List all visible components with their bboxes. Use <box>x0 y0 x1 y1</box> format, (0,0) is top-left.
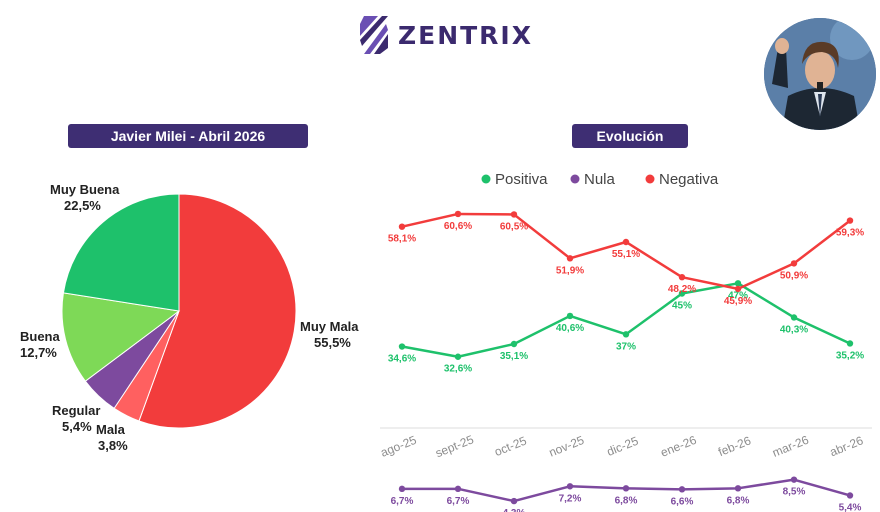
pie-label-mala: Mala <box>96 422 126 437</box>
label-negativa-mar-26: 50,9% <box>780 270 808 281</box>
point-positiva-abr-26 <box>846 340 854 347</box>
label-nula-nov-25: 7,2% <box>559 493 582 504</box>
label-nula-oct-25: 4,3% <box>503 508 526 512</box>
x-tick-mar-26: mar-26 <box>770 433 811 460</box>
point-negativa-abr-26 <box>846 217 854 224</box>
label-nula-dic-25: 6,8% <box>615 495 638 506</box>
point-positiva-nov-25 <box>566 312 574 320</box>
label-negativa-nov-25: 51,9% <box>556 265 584 276</box>
line-legend: Positiva Nula Negativa <box>481 171 719 188</box>
pie-slice-buena <box>61 292 181 382</box>
point-positiva-mar-26 <box>790 314 798 321</box>
point-positiva-sept-25 <box>454 353 462 360</box>
point-nula-nov-25 <box>566 483 574 490</box>
pie-label-buena: Buena <box>20 329 61 344</box>
point-nula-dic-25 <box>622 485 630 492</box>
line-chart: 34,6% 32,6% 35,1% 40,6% 37% 45% 47% 40,3% 35,2% 6… <box>388 210 864 512</box>
label-positiva-abr-26: 35,2% <box>836 350 864 361</box>
x-tick-dic-25: dic-25 <box>605 434 641 459</box>
label-negativa-ene-26: 48,2% <box>668 284 696 295</box>
point-negativa-ago-25 <box>398 223 406 230</box>
legend-label-negativa: Negativa <box>659 171 719 188</box>
pie-label-regular: Regular <box>52 403 100 418</box>
label-positiva-oct-25: 35,1% <box>500 351 528 362</box>
point-negativa-ene-26 <box>678 273 686 281</box>
point-positiva-feb-26 <box>734 280 742 287</box>
pie-label-muy-mala: Muy Mala <box>300 319 359 334</box>
point-nula-sept-25 <box>454 485 462 493</box>
point-positiva-oct-25 <box>510 340 518 348</box>
pie-title: Javier Milei - Abril 2026 <box>68 124 308 148</box>
x-tick-oct-25: oct-25 <box>492 433 528 459</box>
point-negativa-dic-25 <box>622 238 630 246</box>
pie-value-muy-buena: 22,5% <box>64 198 101 213</box>
pie-slice-muy-mala <box>138 193 297 429</box>
x-tick-sept-25: sept-25 <box>433 432 476 460</box>
point-nula-oct-25 <box>510 497 518 505</box>
brand-logo: ZENTRIX <box>356 12 533 58</box>
legend-marker-nula <box>570 174 580 184</box>
zentrix-logo-icon <box>360 16 388 54</box>
point-positiva-ene-26 <box>678 290 686 297</box>
line-title: Evolución <box>572 124 688 148</box>
label-positiva-ago-25: 34,6% <box>388 354 416 365</box>
label-nula-mar-26: 8,5% <box>783 487 806 498</box>
label-nula-abr-26: 5,4% <box>839 502 862 512</box>
legend-marker-positiva <box>481 174 491 184</box>
point-positiva-ago-25 <box>398 343 406 350</box>
point-negativa-mar-26 <box>790 260 798 267</box>
x-tick-nov-25: nov-25 <box>547 433 587 460</box>
label-negativa-oct-25: 60,5% <box>500 221 528 232</box>
label-negativa-dic-25: 55,1% <box>612 249 640 260</box>
pie-value-muy-mala: 55,5% <box>314 335 351 350</box>
label-negativa-abr-26: 59,3% <box>836 228 864 239</box>
brand-name: ZENTRIX <box>398 20 534 50</box>
point-nula-ago-25 <box>398 485 406 493</box>
x-tick-abr-26: abr-26 <box>828 433 866 459</box>
pie-label-muy-buena: Muy Buena <box>50 182 120 197</box>
point-negativa-oct-25 <box>510 211 518 218</box>
legend-label-nula: Nula <box>584 171 616 188</box>
label-negativa-sept-25: 60,6% <box>444 221 472 232</box>
point-nula-feb-26 <box>734 485 742 492</box>
pie-chart <box>61 193 297 429</box>
x-tick-ene-26: ene-26 <box>659 433 699 460</box>
label-positiva-dic-25: 37% <box>616 341 636 352</box>
profile-photo <box>764 18 876 130</box>
label-negativa-ago-25: 58,1% <box>388 234 416 245</box>
label-negativa-feb-26: 45,9% <box>724 296 752 307</box>
label-positiva-feb-26: 47% <box>728 290 748 301</box>
label-nula-ago-25: 6,7% <box>391 496 414 507</box>
legend-label-positiva: Positiva <box>495 171 548 188</box>
label-positiva-mar-26: 40,3% <box>780 324 808 335</box>
point-positiva-dic-25 <box>622 331 630 338</box>
pie-value-mala: 3,8% <box>98 438 128 453</box>
point-nula-abr-26 <box>846 492 854 499</box>
point-negativa-nov-25 <box>566 255 574 262</box>
label-nula-sept-25: 6,7% <box>447 496 470 507</box>
label-nula-ene-26: 6,6% <box>671 496 694 507</box>
point-nula-ene-26 <box>678 486 686 493</box>
point-negativa-feb-26 <box>734 285 742 293</box>
x-tick-feb-26: feb-26 <box>716 433 753 459</box>
x-tick-ago-25: ago-25 <box>379 433 419 460</box>
point-negativa-sept-25 <box>454 210 462 218</box>
label-positiva-ene-26: 45% <box>672 301 692 312</box>
pie-slice-muy-buena <box>62 193 180 312</box>
pie-value-buena: 12,7% <box>20 345 57 360</box>
label-positiva-sept-25: 32,6% <box>444 364 472 375</box>
pie-value-regular: 5,4% <box>62 419 92 434</box>
label-nula-feb-26: 6,8% <box>727 495 750 506</box>
label-positiva-nov-25: 40,6% <box>556 323 584 334</box>
x-axis: ago-25 sept-25 oct-25 nov-25 dic-25 ene-26 feb… <box>379 427 872 460</box>
legend-marker-negativa <box>645 174 655 184</box>
point-nula-mar-26 <box>790 476 798 483</box>
